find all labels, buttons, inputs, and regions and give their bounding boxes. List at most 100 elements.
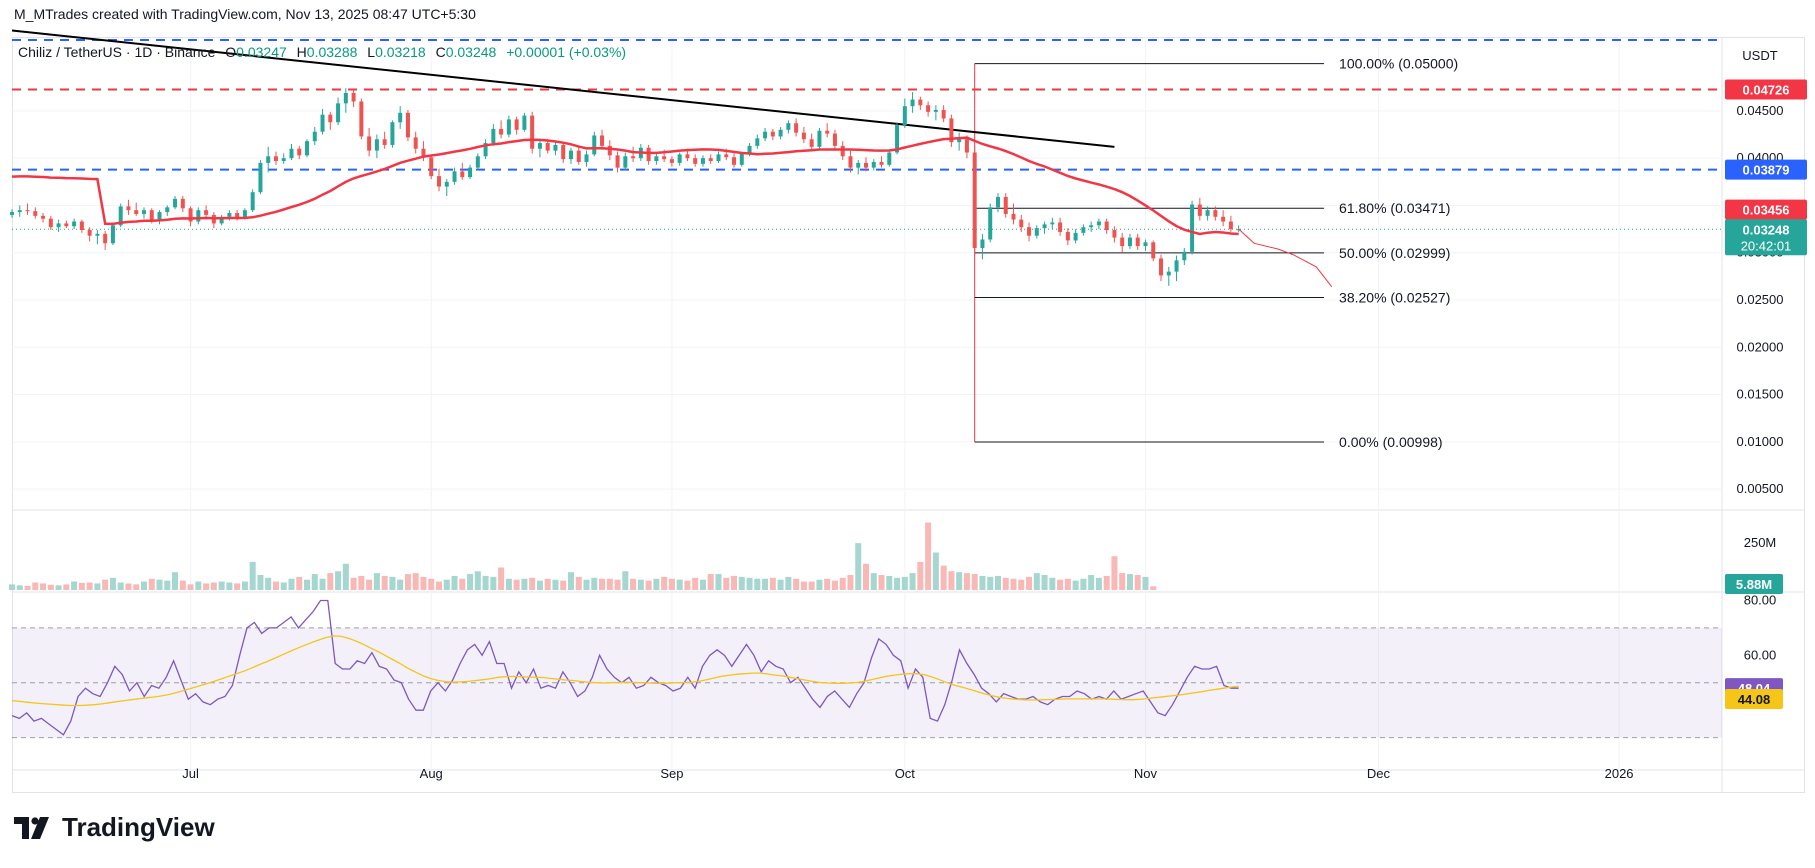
volume-bar [428, 578, 435, 590]
candle-body [856, 162, 861, 168]
candle-body [126, 206, 131, 211]
volume-bar [622, 571, 629, 590]
volume-bar [738, 576, 745, 590]
volume-bar [86, 582, 93, 590]
volume-bar [1072, 580, 1079, 590]
volume-bar [467, 574, 474, 590]
volume-bar [987, 576, 994, 590]
candle-body [623, 156, 628, 168]
volume-bar [606, 578, 613, 590]
candle-body [654, 156, 659, 162]
volume-bar [288, 578, 295, 590]
volume-bar [917, 561, 924, 590]
candle-body [848, 156, 853, 168]
volume-bar [1064, 578, 1071, 590]
volume-bar [109, 577, 116, 590]
volume-bar [32, 582, 39, 590]
volume-bar [831, 580, 838, 590]
rsi-tick-label: 80.00 [1744, 592, 1777, 607]
candle-body [972, 152, 977, 248]
volume-bar [583, 579, 590, 590]
candle-body [537, 143, 542, 149]
volume-bar [1026, 576, 1033, 590]
volume-bar [335, 571, 342, 590]
candle-body [499, 128, 504, 135]
candle-body [118, 206, 123, 226]
candle-body [312, 131, 317, 142]
tradingview-brand[interactable]: TradingView [14, 812, 215, 843]
candle-body [864, 162, 868, 168]
candle-body [180, 198, 185, 209]
time-tick-label: Oct [895, 766, 916, 781]
candle-body [662, 156, 667, 160]
volume-bar [1049, 577, 1056, 590]
candle-body [600, 135, 605, 146]
volume-bar [195, 581, 202, 590]
candle-body [1127, 237, 1132, 247]
price-tick-label: 0.02000 [1737, 339, 1784, 354]
candle-body [343, 92, 348, 104]
volume-bar [793, 578, 800, 590]
candle-body [359, 101, 364, 137]
candle-body [429, 157, 434, 177]
volume-bar [839, 577, 846, 590]
volume-bar [956, 572, 963, 590]
volume-bar [668, 578, 675, 590]
volume-bar [1134, 575, 1141, 590]
candle-body [250, 192, 255, 211]
candle-body [41, 215, 46, 219]
candle-body [988, 207, 993, 240]
candle-body [1120, 237, 1125, 247]
candle-body [72, 221, 77, 227]
high-value: 0.03288 [306, 44, 358, 60]
candle-body [56, 223, 61, 228]
chart-credit: M_MTrades created with TradingView.com, … [14, 6, 476, 22]
candle-body [1050, 222, 1055, 225]
time-tick-label: Nov [1134, 766, 1158, 781]
candle-body [693, 158, 698, 164]
volume-bar [459, 578, 466, 590]
volume-bar [932, 552, 939, 590]
volume-bar [536, 580, 543, 590]
candle-body [778, 129, 783, 137]
candle-body [1135, 237, 1140, 247]
volume-bar [544, 578, 551, 590]
volume-bar [16, 585, 23, 590]
candle-body [235, 213, 240, 218]
volume-bar [777, 579, 784, 590]
candle-body [553, 144, 558, 151]
volume-bar [855, 543, 862, 590]
candle-body [305, 141, 310, 156]
volume-bar [164, 580, 171, 590]
candle-body [266, 156, 271, 163]
volume-bar [94, 583, 101, 590]
volume-bar [24, 585, 31, 590]
volume-bar [436, 581, 442, 590]
volume-bar [257, 575, 264, 590]
candle-body [669, 159, 674, 163]
volume-bar [156, 579, 163, 590]
volume-bar [272, 581, 279, 590]
candle-body [1205, 210, 1210, 216]
candle-body [607, 145, 612, 156]
candle-body [685, 154, 690, 159]
candle-body [957, 139, 962, 143]
candle-body [382, 139, 387, 145]
volume-bar [800, 581, 807, 590]
candle-body [1011, 213, 1016, 220]
candle-body [646, 147, 651, 162]
symbol-name[interactable]: Chiliz / TetherUS · 1D · Binance [18, 44, 216, 60]
volume-bar [1041, 575, 1048, 590]
volume-bar [249, 561, 256, 590]
volume-bar [521, 578, 528, 590]
last-price-label: 0.03248 [1743, 222, 1790, 237]
time-tick-label: Sep [660, 766, 683, 781]
price-tick-label: 0.02500 [1737, 292, 1784, 307]
volume-bar [9, 584, 15, 590]
volume-bar [71, 581, 78, 590]
candle-body [460, 171, 465, 178]
volume-bar [179, 580, 186, 590]
volume-bar [172, 572, 179, 590]
volume-bar [676, 579, 683, 590]
